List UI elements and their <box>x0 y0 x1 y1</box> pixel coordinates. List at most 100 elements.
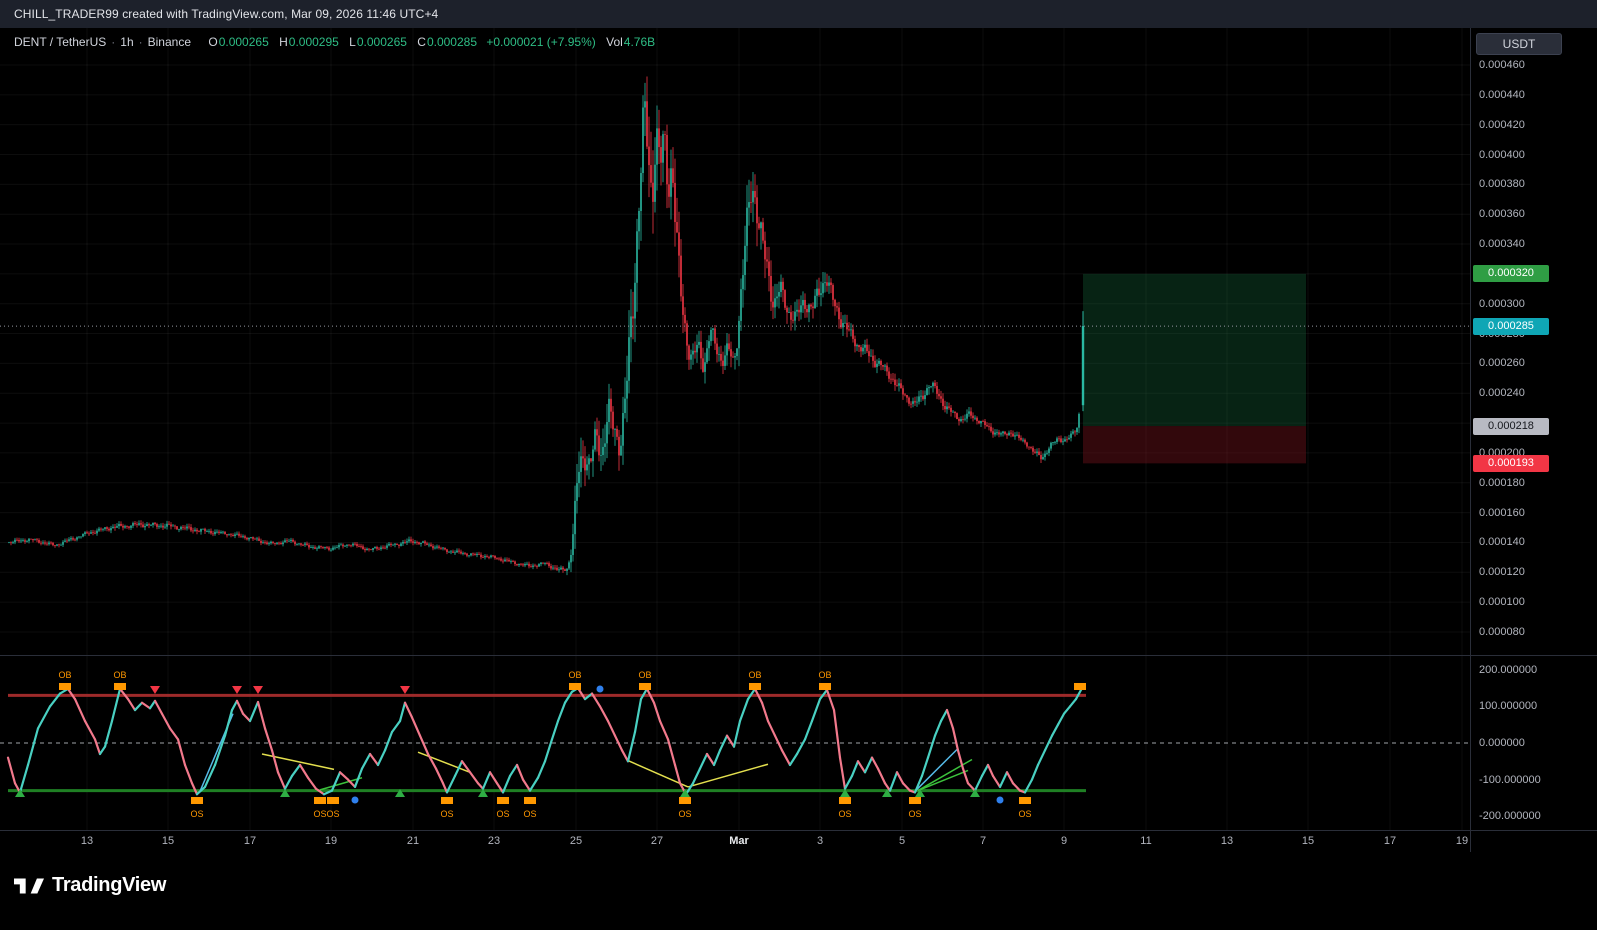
buy-triangle-icon <box>915 789 925 797</box>
exchange-label[interactable]: Binance <box>147 35 191 49</box>
oversold-marker <box>327 797 339 804</box>
price-tick-label: 0.000360 <box>1479 208 1525 221</box>
time-axis-label: 5 <box>898 835 906 847</box>
oversold-marker <box>524 797 536 804</box>
entry-price-label[interactable]: 0.000218 <box>1473 417 1549 435</box>
close-label: C <box>417 35 426 49</box>
high-value: 0.000295 <box>288 35 339 49</box>
price-tick-label: 0.000400 <box>1479 148 1525 161</box>
divergence-lines <box>199 713 973 792</box>
oversold-marker <box>191 797 203 804</box>
price-tick-label: 0.000240 <box>1479 387 1525 400</box>
overbought-marker <box>569 683 581 690</box>
legend-separator: · <box>111 35 116 49</box>
oversold-marker <box>909 797 921 804</box>
price-tick-label: 0.000160 <box>1479 506 1525 519</box>
price-tick-label: 0.000300 <box>1479 297 1525 310</box>
buy-triangle-icon <box>395 789 405 797</box>
price-tick-label: 0.000180 <box>1479 476 1525 489</box>
ob-label: OB <box>638 670 651 680</box>
tradingview-logo-text: TradingView <box>52 874 167 896</box>
buy-triangle-icon <box>840 789 850 797</box>
time-axis-label: 13 <box>1220 835 1234 847</box>
symbol-legend: DENT / TetherUS · 1h · Binance O 0.000265 H0.… <box>14 35 655 49</box>
signal-dot-icon <box>351 796 359 804</box>
position-profit-zone <box>1083 273 1306 427</box>
price-scale[interactable]: USDT 0.000460 0.000440 0.000420 0.000400 0.0… <box>1470 28 1597 852</box>
indicator-tick-label: 100.000000 <box>1479 700 1538 713</box>
change-value: +0.000021 (+7.95%) <box>486 35 596 49</box>
pane-separator[interactable] <box>0 655 1597 656</box>
main-chart-canvas[interactable] <box>0 28 1470 655</box>
price-tick-label: 0.000340 <box>1479 238 1525 251</box>
last-price-label: 0.000285 <box>1473 317 1549 335</box>
price-tick-label: 0.000440 <box>1479 88 1525 101</box>
volume-value: 4.76B <box>623 35 656 49</box>
sell-triangle-icon <box>253 686 263 694</box>
price-tick-label: 0.000420 <box>1479 118 1525 131</box>
time-axis[interactable]: 13 15 17 19 21 23 25 27 Mar 3 5 7 9 11 13 15 17 19 <box>0 830 1597 852</box>
oversold-marker <box>497 797 509 804</box>
overbought-marker <box>1074 683 1086 690</box>
price-tick-label: 0.000260 <box>1479 357 1525 370</box>
time-axis-label: 21 <box>406 835 420 847</box>
price-tick-label: 0.000460 <box>1479 59 1525 71</box>
indicator-tick-label: 200.000000 <box>1479 663 1538 676</box>
volume-label: Vol <box>606 35 623 49</box>
time-axis-label: 11 <box>1140 835 1152 847</box>
target-price-label[interactable]: 0.000320 <box>1473 265 1549 283</box>
os-label: OS <box>523 809 536 819</box>
oversold-marker <box>1019 797 1031 804</box>
long-position-tool[interactable] <box>1083 273 1306 464</box>
main-grid <box>0 28 1470 655</box>
buy-triangle-icon <box>15 789 25 797</box>
overbought-marker <box>819 683 831 690</box>
overbought-marker <box>59 683 71 690</box>
buy-triangle-icon <box>882 789 892 797</box>
buy-triangle-icon <box>478 789 488 797</box>
symbol-name[interactable]: DENT / TetherUS <box>14 35 107 49</box>
open-label: O <box>208 35 218 49</box>
os-label: OS <box>190 809 203 819</box>
time-axis-label: 17 <box>1383 835 1397 847</box>
indicator-grid <box>86 655 1463 830</box>
time-axis-label: 23 <box>487 835 501 847</box>
sell-triangle-icon <box>150 686 160 694</box>
high-label: H <box>279 35 288 49</box>
indicator-tick-label: -200.000000 <box>1479 810 1541 823</box>
ob-label: OB <box>818 670 831 680</box>
os-label: OS <box>678 809 691 819</box>
os-label: OS <box>440 809 453 819</box>
time-axis-label: 19 <box>324 835 338 847</box>
oversold-marker <box>839 797 851 804</box>
chart-area: OB OB OB OB OB OB OS OS OS OS OS OS OS OS OS OS DENT / … <box>0 28 1597 930</box>
overbought-marker <box>749 683 761 690</box>
time-axis-label: 7 <box>979 835 987 847</box>
stop-price-label[interactable]: 0.000193 <box>1473 454 1549 472</box>
price-tick-label: 0.000140 <box>1479 536 1525 549</box>
low-value: 0.000265 <box>356 35 407 49</box>
os-label: OS <box>496 809 509 819</box>
last-candle-body <box>1081 326 1085 406</box>
currency-toggle-button[interactable]: USDT <box>1476 33 1562 55</box>
interval-label[interactable]: 1h <box>120 35 134 49</box>
overbought-marker <box>114 683 126 690</box>
attribution-text: CHILL_TRADER99 created with TradingView.… <box>14 7 439 21</box>
buy-triangle-icon <box>680 789 690 797</box>
price-tick-label: 0.000080 <box>1479 625 1525 638</box>
tradingview-logo[interactable]: TradingView <box>14 874 166 897</box>
oversold-marker <box>441 797 453 804</box>
price-tick-label: 0.000380 <box>1479 178 1525 191</box>
attribution-bar: CHILL_TRADER99 created with TradingView.… <box>0 0 1597 28</box>
time-axis-label: Mar <box>729 835 749 847</box>
oversold-marker <box>314 797 326 804</box>
position-stop-zone <box>1083 426 1306 464</box>
footer-bar: TradingView <box>0 852 1597 930</box>
os-label: OS <box>838 809 851 819</box>
legend-separator: · <box>138 35 143 49</box>
price-tick-label: 0.000100 <box>1479 596 1525 609</box>
signal-dot-icon <box>596 685 604 693</box>
buy-triangle-icon <box>970 789 980 797</box>
